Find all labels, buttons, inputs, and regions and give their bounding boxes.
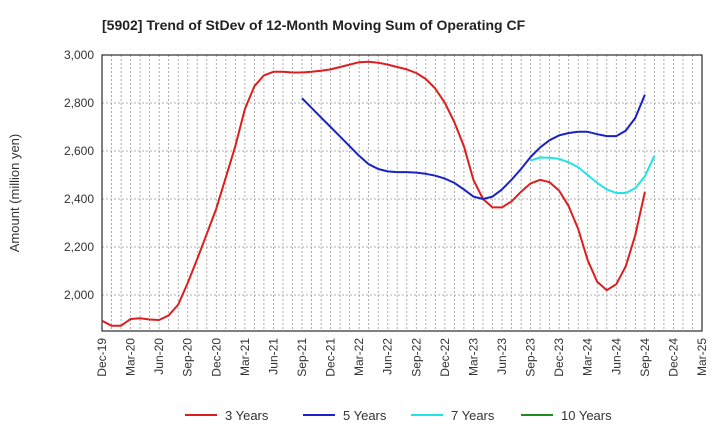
x-tick-labels: Dec-19 Mar-20 Jun-20 Sep-20 Dec-20 Mar-21 Jun-…	[95, 338, 709, 377]
x-tick-label: Mar-20	[124, 338, 138, 376]
x-tick-label: Dec-19	[95, 338, 109, 377]
x-tick-label: Sep-23	[524, 338, 538, 377]
legend-label: 7 Years	[451, 408, 495, 423]
y-tick-label: 2,400	[64, 192, 94, 206]
x-tick-label: Jun-20	[152, 338, 166, 375]
series-line-5-years	[301, 94, 646, 200]
x-tick-label: Dec-24	[666, 338, 680, 377]
x-tick-label: Dec-20	[209, 338, 223, 377]
x-tick-label: Dec-22	[438, 338, 452, 377]
series-line-3-years	[101, 60, 646, 327]
y-tick-label: 2,000	[64, 288, 94, 302]
x-tick-label: Dec-23	[552, 338, 566, 377]
legend-label: 3 Years	[225, 408, 269, 423]
x-tick-label: Mar-23	[466, 338, 480, 376]
legend-label: 10 Years	[561, 408, 612, 423]
y-tick-label: 2,200	[64, 240, 94, 254]
y-tick-label: 2,600	[64, 144, 94, 158]
x-tick-label: Jun-24	[609, 338, 623, 375]
x-tick-label: Sep-22	[409, 338, 423, 377]
x-tick-label: Sep-21	[295, 338, 309, 377]
series-layer	[101, 60, 656, 327]
series-line-7-years	[530, 155, 656, 194]
x-tick-label: Dec-21	[324, 338, 338, 377]
legend: 3 Years 5 Years 7 Years 10 Years	[185, 408, 612, 423]
y-tick-label: 2,800	[64, 96, 94, 110]
chart-title: [5902] Trend of StDev of 12-Month Moving…	[102, 17, 526, 33]
x-tick-label: Jun-21	[266, 338, 280, 375]
x-tick-label: Mar-22	[352, 338, 366, 376]
x-tick-label: Mar-25	[695, 338, 709, 376]
grid-layer	[102, 55, 702, 331]
x-tick-label: Mar-24	[581, 338, 595, 376]
plot-frame	[101, 54, 703, 332]
x-tick-label: Jun-22	[381, 338, 395, 375]
x-tick-label: Sep-20	[181, 338, 195, 377]
y-tick-label: 3,000	[64, 48, 94, 62]
x-tick-label: Mar-21	[238, 338, 252, 376]
x-tick-label: Sep-24	[638, 338, 652, 377]
y-tick-labels: 2,000 2,200 2,400 2,600 2,800 3,000	[64, 48, 94, 302]
x-tick-label: Jun-23	[495, 338, 509, 375]
y-axis-label: Amount (million yen)	[7, 134, 22, 253]
legend-label: 5 Years	[343, 408, 387, 423]
